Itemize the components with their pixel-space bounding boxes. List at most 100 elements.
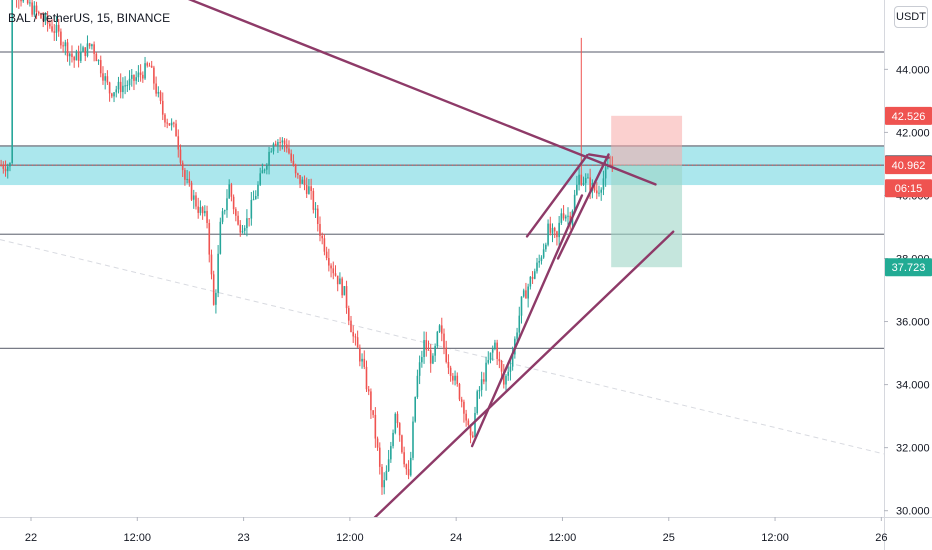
price-label-text: 06:15 [895,183,923,195]
candle-body [4,168,7,172]
candle-body [350,320,352,333]
time-tick-label: 24 [450,532,462,544]
candle-body [119,81,122,93]
candle-body [361,358,363,362]
candle-body [314,208,317,210]
candle-body [378,447,381,467]
candle-body [49,23,51,27]
candle-body [2,165,5,169]
candle-body [146,63,149,66]
candle-body [483,379,485,382]
candle-body [449,367,452,376]
candle-body [381,466,383,488]
candle-body [334,273,337,276]
candle-body [547,223,549,245]
candle-body [460,399,463,402]
candle-body [288,148,290,154]
currency-button[interactable]: USDT [894,6,928,28]
candle-body [536,262,538,272]
candle-body [68,53,71,57]
candle-body [153,67,155,84]
candle-body [179,149,182,163]
candle-body [376,438,379,448]
candle-body [210,254,213,275]
trendline [470,194,584,448]
candle-body [35,5,38,12]
candle-body [135,77,137,81]
candle-body [487,360,490,363]
candle-body [190,182,193,200]
candle-body [248,218,250,220]
candle-body [80,51,82,61]
plot-area[interactable] [0,0,884,520]
candle-body [476,391,479,413]
candle-body [168,123,171,126]
time-axis[interactable]: 22 12:00 23 12:00 24 12:00 25 12:00 26 [0,517,932,544]
candle-body [82,47,84,52]
candle-body [221,211,224,222]
candle-body [173,122,175,124]
candle-body [51,26,53,32]
time-tick-label: 26 [875,532,887,544]
price-label-box [885,179,932,198]
candle-body [148,65,151,67]
candle-body [197,206,199,213]
candle-body [533,271,536,279]
candle-body [37,11,40,14]
symbol-title: BAL / TetherUS, 15, BINANCE [8,11,171,25]
candle-body [507,371,510,376]
candle-body [405,464,408,470]
price-tick-label: 44.000 [896,64,930,76]
candle-body [432,355,434,364]
candle-body [235,209,237,216]
candle-body [452,375,454,381]
candle-body [494,342,496,349]
candle-body [263,169,266,171]
candle-body [343,286,346,296]
candle-body [529,276,532,287]
candle-body [593,182,596,191]
candle-body [75,52,78,61]
candle-body [137,72,140,78]
candle-body [345,286,348,309]
candle-body [520,296,523,316]
candle-body [113,92,115,97]
candle-body [29,2,31,4]
time-tick-label: 12:00 [549,532,577,544]
candle-body [427,349,430,351]
candle-body [443,333,445,348]
candle-body [458,384,461,400]
candle-body [250,199,253,219]
candle-body [385,470,388,481]
candle-body [115,89,118,93]
candle-body [558,222,560,238]
candle-body [398,423,401,436]
candle-body [297,173,299,175]
candle-body [277,142,279,146]
candle-body [303,179,306,185]
candle-body [257,184,259,197]
candle-body [108,82,111,94]
time-tick-label: 12:00 [761,532,789,544]
candle-body [485,362,487,382]
candle-body [471,435,474,438]
candle-body [133,75,135,81]
candle-body [509,366,512,372]
candle-body [88,43,91,47]
candle-body [567,215,569,217]
candle-body [356,337,359,348]
candle-body [166,122,168,124]
candle-body [243,228,246,231]
candle-body [294,164,297,174]
candle-body [46,15,49,24]
candle-body [454,375,456,381]
candle-body [332,268,335,274]
candle-body [126,85,129,87]
price-label-text: 40.962 [892,160,926,172]
candle-body [305,184,308,194]
candle-body [598,192,600,194]
candle-body [86,43,89,56]
price-label-text: 42.526 [892,111,926,123]
candle-body [480,379,483,390]
